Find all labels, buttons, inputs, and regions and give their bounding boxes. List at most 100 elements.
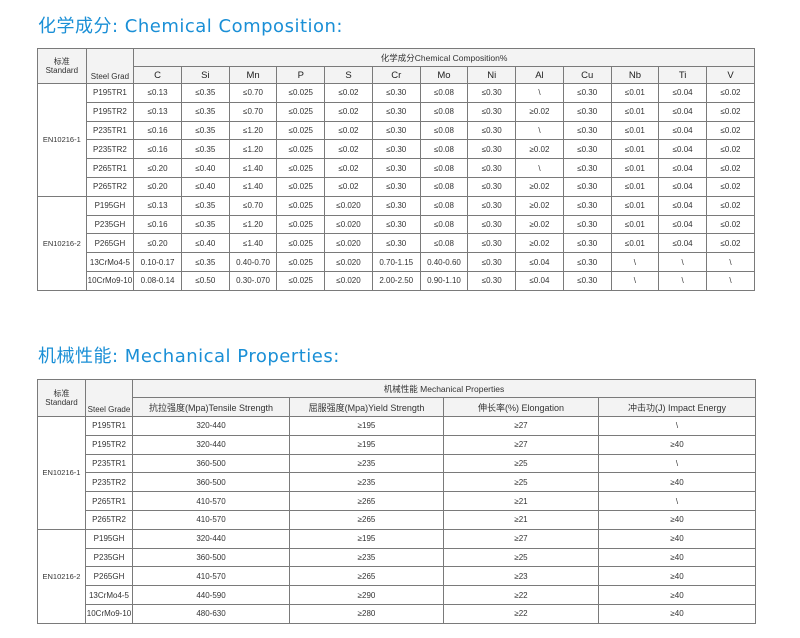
- steel-grade-cell: P265TR2: [86, 510, 133, 529]
- value-cell: ≥0.02: [516, 102, 564, 121]
- value-cell: ≤0.30: [372, 196, 420, 215]
- value-cell: ≤0.70: [229, 196, 277, 215]
- table-row: P235TR1 ≤0.16 ≤0.35 ≤1.20 ≤0.025 ≤0.02 ≤0.30 ≤0…: [38, 121, 755, 140]
- value-cell: ≥40: [599, 586, 756, 605]
- value-cell: ≤0.50: [181, 271, 229, 290]
- value-cell: ≤0.025: [277, 271, 325, 290]
- value-cell: 440-590: [133, 586, 290, 605]
- value-cell: ≥0.02: [516, 234, 564, 253]
- value-cell: ≤0.70: [229, 102, 277, 121]
- value-cell: ≤0.04: [659, 215, 707, 234]
- value-cell: ≤0.01: [611, 234, 659, 253]
- value-cell: \: [659, 253, 707, 272]
- value-cell: 0.90-1.10: [420, 271, 468, 290]
- value-cell: ≤0.08: [420, 196, 468, 215]
- value-cell: ≤0.30: [563, 271, 611, 290]
- value-cell: ≤1.20: [229, 121, 277, 140]
- value-cell: ≤0.40: [181, 177, 229, 196]
- value-cell: ≤0.020: [325, 234, 373, 253]
- chemical-composition-title: 化学成分: Chemical Composition:: [38, 12, 343, 38]
- element-header: V: [707, 67, 755, 84]
- element-header: P: [277, 67, 325, 84]
- standard-header: 标准 Standard: [38, 380, 86, 417]
- value-cell: ≤0.02: [325, 121, 373, 140]
- value-cell: ≤0.08: [420, 159, 468, 178]
- value-cell: ≤0.08: [420, 84, 468, 103]
- value-cell: ≤1.20: [229, 140, 277, 159]
- value-cell: ≤0.02: [707, 140, 755, 159]
- value-cell: \: [659, 271, 707, 290]
- value-cell: ≤0.35: [181, 140, 229, 159]
- value-cell: 410-570: [133, 567, 290, 586]
- property-header: 冲击功(J) Impact Energy: [599, 398, 756, 417]
- value-cell: ≤0.04: [516, 253, 564, 272]
- value-cell: ≤0.04: [659, 84, 707, 103]
- value-cell: ≥40: [599, 604, 756, 623]
- value-cell: ≤0.04: [659, 140, 707, 159]
- value-cell: ≤0.08: [420, 177, 468, 196]
- value-cell: ≤0.025: [277, 159, 325, 178]
- table-row: P265GH ≤0.20 ≤0.40 ≤1.40 ≤0.025 ≤0.020 ≤0.30 ≤0…: [38, 234, 755, 253]
- standard-label-cn: 标准: [54, 57, 70, 66]
- chemical-composition-header: 化学成分Chemical Composition%: [134, 49, 755, 67]
- value-cell: ≤0.020: [325, 253, 373, 272]
- value-cell: ≥265: [290, 492, 444, 511]
- value-cell: ≥22: [444, 604, 599, 623]
- value-cell: ≤0.08: [420, 234, 468, 253]
- value-cell: ≤0.35: [181, 253, 229, 272]
- value-cell: 480-630: [133, 604, 290, 623]
- value-cell: ≤0.02: [325, 84, 373, 103]
- value-cell: ≤0.30: [372, 159, 420, 178]
- value-cell: ≤0.40: [181, 234, 229, 253]
- value-cell: ≤0.04: [659, 234, 707, 253]
- value-cell: \: [599, 454, 756, 473]
- steel-grade-cell: P265GH: [86, 567, 133, 586]
- value-cell: ≤0.04: [659, 177, 707, 196]
- value-cell: ≤0.30: [372, 102, 420, 121]
- steel-grade-cell: P235TR1: [86, 454, 133, 473]
- steel-grade-header: Steel Grad: [86, 49, 134, 84]
- steel-grade-cell: 13CrMo4-5: [86, 586, 133, 605]
- element-header: Mn: [229, 67, 277, 84]
- value-cell: ≤0.025: [277, 196, 325, 215]
- value-cell: \: [707, 253, 755, 272]
- element-header: Ni: [468, 67, 516, 84]
- value-cell: ≤0.30: [372, 140, 420, 159]
- value-cell: ≤0.02: [707, 234, 755, 253]
- value-cell: ≥0.02: [516, 196, 564, 215]
- value-cell: ≤0.20: [134, 234, 182, 253]
- value-cell: ≤0.02: [325, 177, 373, 196]
- value-cell: ≤1.20: [229, 215, 277, 234]
- value-cell: ≤0.30: [468, 84, 516, 103]
- steel-grade-cell: 10CrMo9-10: [86, 604, 133, 623]
- value-cell: ≤0.35: [181, 215, 229, 234]
- value-cell: ≤0.02: [325, 159, 373, 178]
- value-cell: ≤0.30: [468, 196, 516, 215]
- table-row: 10CrMo9-10 0.08-0.14 ≤0.50 0.30-.070 ≤0.025 ≤…: [38, 271, 755, 290]
- value-cell: ≥195: [290, 529, 444, 548]
- value-cell: 0.40-0.70: [229, 253, 277, 272]
- value-cell: ≥0.02: [516, 177, 564, 196]
- value-cell: ≤0.30: [468, 177, 516, 196]
- value-cell: 0.40-0.60: [420, 253, 468, 272]
- element-header: Cu: [563, 67, 611, 84]
- steel-grade-cell: 13CrMo4-5: [86, 253, 134, 272]
- value-cell: ≤0.30: [563, 102, 611, 121]
- value-cell: ≤0.08: [420, 215, 468, 234]
- value-cell: ≥0.02: [516, 140, 564, 159]
- element-header: S: [325, 67, 373, 84]
- standard-label-en: Standard: [46, 66, 78, 75]
- value-cell: ≤0.02: [707, 177, 755, 196]
- value-cell: ≥290: [290, 586, 444, 605]
- value-cell: ≥235: [290, 473, 444, 492]
- value-cell: \: [516, 159, 564, 178]
- value-cell: 320-440: [133, 529, 290, 548]
- property-header: 屈服强度(Mpa)Yield Strength: [290, 398, 444, 417]
- value-cell: ≤0.01: [611, 140, 659, 159]
- value-cell: ≤0.20: [134, 159, 182, 178]
- value-cell: ≤0.30: [468, 271, 516, 290]
- steel-grade-cell: P265GH: [86, 234, 134, 253]
- value-cell: ≤0.01: [611, 215, 659, 234]
- steel-grade-cell: P195TR1: [86, 417, 133, 436]
- value-cell: ≤0.02: [707, 102, 755, 121]
